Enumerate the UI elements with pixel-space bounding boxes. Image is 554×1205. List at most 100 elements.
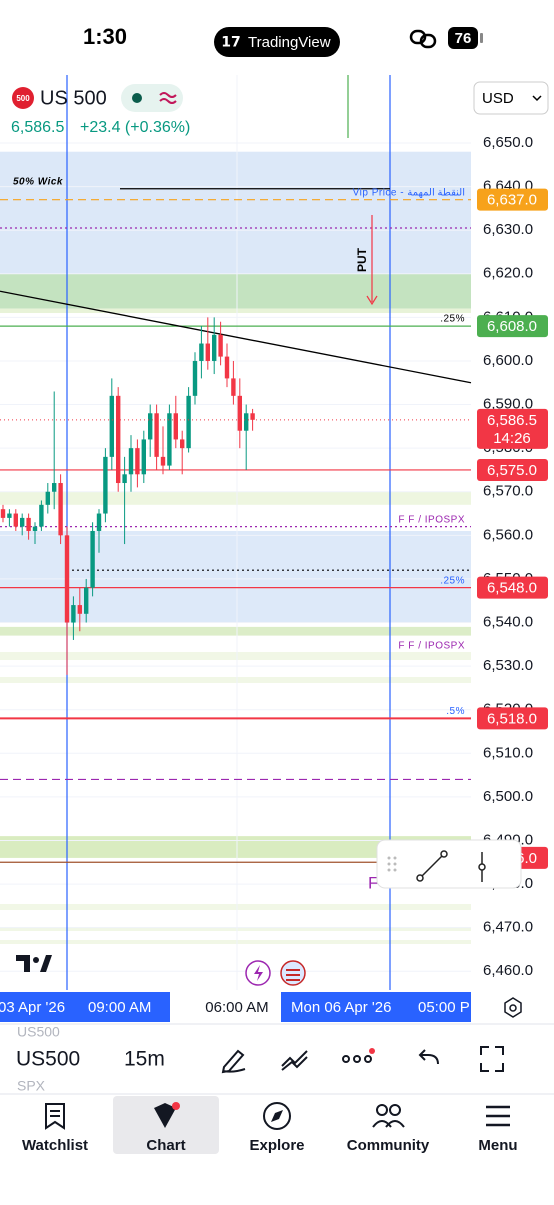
y-tick-label: 6,530.0: [483, 657, 533, 674]
candle-body: [141, 439, 146, 475]
zone: [0, 273, 471, 309]
price-tag-label: 6,548.0: [487, 580, 537, 597]
level-label: .5%: [446, 706, 465, 717]
level-label: 50% Wick: [13, 176, 63, 187]
tv-watermark: [16, 955, 52, 972]
symbol-icon-text: 500: [16, 94, 30, 103]
y-tick-label: 6,600.0: [483, 352, 533, 369]
candle-body: [231, 378, 236, 396]
price-tag-label: 6,575.0: [487, 462, 537, 479]
candle-body: [96, 513, 102, 531]
candle-body: [39, 504, 44, 527]
settings-icon[interactable]: [504, 997, 522, 1018]
chevron: [532, 95, 542, 102]
zone: [0, 836, 471, 858]
price-change: +23.4 (+0.36%): [80, 119, 190, 136]
tab-label[interactable]: Chart: [146, 1137, 185, 1154]
price-tag: [477, 408, 548, 449]
x-label: Mon 06 Apr '26: [291, 999, 391, 1016]
candle-body: [244, 413, 249, 431]
settings-dot: [509, 1004, 517, 1012]
candle-body: [71, 605, 76, 623]
symbol-below: SPX: [17, 1078, 46, 1094]
tab-label[interactable]: Menu: [478, 1137, 517, 1154]
vline-tool[interactable]: [478, 852, 486, 882]
candle-body: [32, 526, 38, 531]
toolbar-symbol[interactable]: US500: [16, 1048, 80, 1071]
symbol-icon: [12, 87, 34, 109]
level-label: .25%: [440, 575, 465, 586]
community-icon: [372, 1104, 405, 1128]
explore-icon: [263, 1102, 291, 1130]
battery-level: 76: [455, 30, 472, 47]
bolt: [254, 965, 263, 981]
strip: [0, 652, 471, 660]
candle-body: [0, 509, 6, 518]
currency-select[interactable]: [473, 81, 549, 115]
price-tag-label: 6,608.0: [487, 318, 537, 335]
candle-body: [52, 483, 57, 492]
candle-body: [135, 448, 140, 475]
interval[interactable]: 15m: [124, 1048, 165, 1071]
indicator-icon[interactable]: [281, 1050, 308, 1071]
candle-body: [45, 491, 50, 505]
strip: [0, 940, 471, 944]
notification-dot: [369, 1048, 375, 1054]
clock: 1:30: [83, 24, 127, 49]
y-tick-label: 6,540.0: [483, 613, 533, 630]
y-tick-label: 6,590.0: [483, 396, 533, 413]
tab-label[interactable]: Watchlist: [22, 1137, 88, 1154]
strip: [0, 904, 471, 910]
price-tag-time: 14:26: [493, 430, 531, 447]
candle-body: [103, 456, 108, 514]
fullscreen-icon[interactable]: [480, 1046, 504, 1072]
price-tag-label: 6,518.0: [487, 710, 537, 727]
candle-body: [212, 334, 217, 361]
flag-icon[interactable]: [280, 960, 306, 986]
trendline: [0, 290, 472, 384]
status-pill[interactable]: [121, 84, 183, 112]
candle-body: [90, 530, 95, 588]
last-price: 6,586.5: [11, 119, 64, 136]
trend-tool[interactable]: [416, 850, 448, 882]
strip: [0, 677, 471, 683]
zone: [0, 491, 471, 505]
level-label: F F / IPOSPX: [398, 641, 465, 652]
candle-body: [20, 517, 25, 527]
level-label: .25%: [440, 314, 465, 325]
watchlist-icon: [45, 1103, 65, 1130]
tab-bar: Watchlist Chart Explore Community Menu: [22, 1137, 518, 1154]
candle-body: [250, 413, 255, 420]
candle-body: [199, 343, 204, 361]
y-tick-label: 6,460.0: [483, 962, 533, 979]
candle-body: [109, 395, 114, 457]
price-tag-label: 6,586.5: [487, 412, 537, 429]
x-label: 03 Apr '26: [0, 999, 65, 1016]
candle-body: [218, 334, 223, 357]
battery: [448, 27, 478, 49]
x-label: 06:00 AM: [205, 999, 268, 1016]
zone: [0, 151, 471, 274]
tab-label[interactable]: Explore: [249, 1137, 304, 1154]
link-icon: [409, 29, 437, 49]
tab-label[interactable]: Community: [347, 1137, 430, 1154]
y-tick-label: 6,560.0: [483, 526, 533, 543]
candle-body: [148, 413, 153, 440]
x-label: 09:00 AM: [88, 999, 151, 1016]
y-tick-label: 6,620.0: [483, 265, 533, 282]
candle-body: [186, 395, 191, 449]
draw-icon[interactable]: [221, 1049, 246, 1074]
price-tag: [477, 576, 548, 599]
symbol-name: US 500: [40, 87, 107, 109]
candle-body: [237, 395, 242, 431]
more-icon[interactable]: [342, 1055, 372, 1063]
compass-needle: [271, 1110, 283, 1122]
candle-body: [160, 456, 166, 466]
x-label-right-box: [281, 992, 471, 1022]
y-tick-label: 6,570.0: [483, 483, 533, 500]
undo-icon[interactable]: [418, 1049, 439, 1065]
tv-logo: 𝟭𝟳: [221, 34, 240, 50]
candle-body: [192, 360, 198, 396]
